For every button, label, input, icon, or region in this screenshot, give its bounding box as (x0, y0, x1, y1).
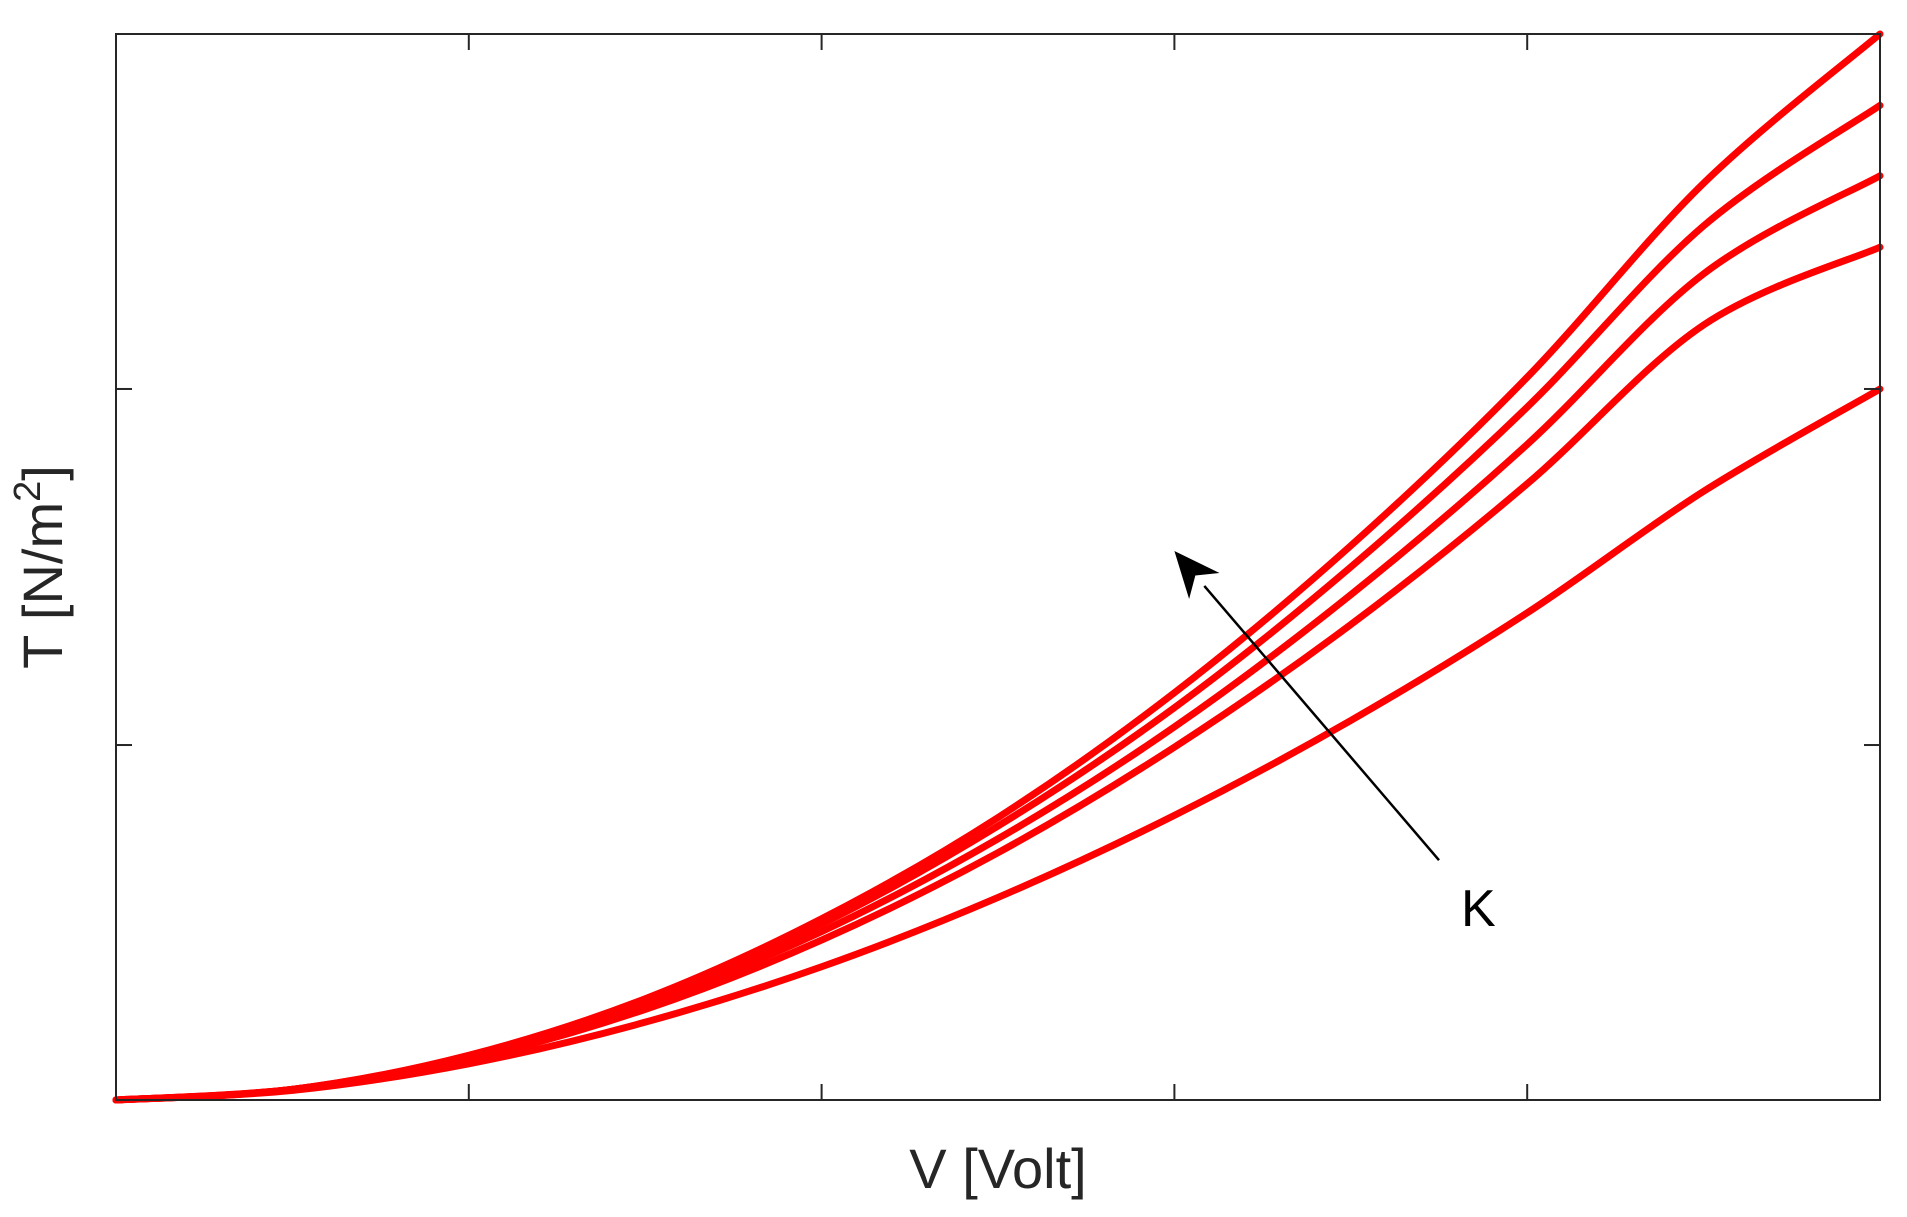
annotation-arrow-head (1174, 551, 1220, 599)
plot-frame (115, 33, 1881, 1101)
y-axis-label-close: ] (11, 465, 74, 481)
annotation-label-k: K (1461, 880, 1496, 938)
annotation-arrow-shaft (1203, 585, 1440, 861)
axis-ticks (115, 33, 1881, 1101)
series-line-2 (112, 243, 1884, 1104)
series-line-5 (112, 30, 1884, 1104)
y-axis-label: T [N/m2] (7, 465, 74, 669)
series-line-1 (112, 385, 1884, 1104)
series-line-4 (112, 101, 1884, 1104)
x-axis-label: V [Volt] (909, 1137, 1086, 1200)
y-axis-label-main: T [N/m (11, 502, 74, 669)
annotation-k: K (1174, 551, 1496, 938)
series-curves (112, 30, 1884, 1104)
y-axis-label-superscript: 2 (7, 481, 49, 502)
